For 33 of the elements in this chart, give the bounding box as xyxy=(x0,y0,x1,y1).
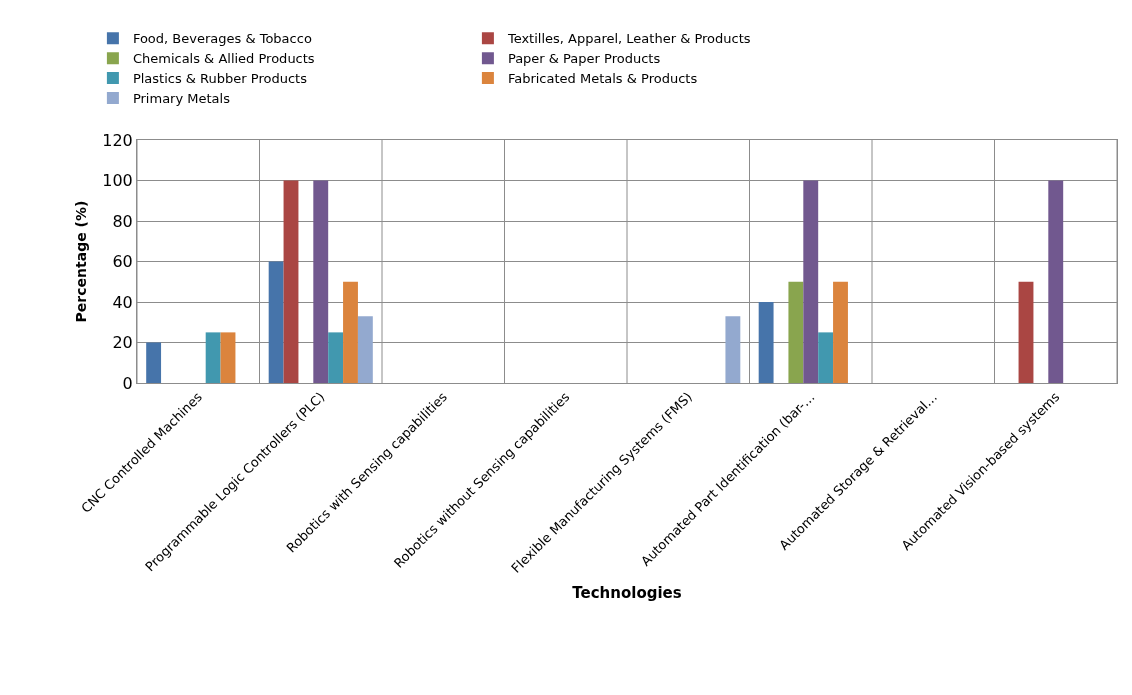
bar xyxy=(1048,180,1064,383)
y-tick-label: 120 xyxy=(102,130,133,150)
y-tick-label: 20 xyxy=(112,333,133,353)
y-tick-label: 80 xyxy=(112,211,133,231)
bar xyxy=(818,332,834,383)
legend-label: Plastics & Rubber Products xyxy=(132,71,308,87)
legend-label: Textilles, Apparel, Leather & Products xyxy=(506,31,751,47)
legend-label: Paper & Paper Products xyxy=(507,51,661,67)
bar xyxy=(313,180,329,383)
legend-label: Chemicals & Allied Products xyxy=(132,51,315,67)
y-axis-title: Percentage (%) xyxy=(72,200,89,323)
bar xyxy=(803,180,819,383)
legend-label: Food, Beverages & Tobacco xyxy=(132,31,312,47)
bar xyxy=(788,281,804,383)
bar xyxy=(220,332,236,383)
bar xyxy=(146,342,162,383)
bar xyxy=(725,316,741,383)
y-tick-label: 100 xyxy=(102,171,133,191)
legend-label: Primary Metals xyxy=(132,91,231,107)
bar xyxy=(268,261,284,383)
y-tick-label: 40 xyxy=(112,292,133,312)
bar xyxy=(357,316,373,383)
bar xyxy=(343,281,358,383)
y-tick-label: 60 xyxy=(112,252,133,272)
bar xyxy=(758,302,774,383)
bar xyxy=(1018,281,1034,383)
bar xyxy=(205,332,221,383)
y-tick-label: 0 xyxy=(122,373,133,393)
x-axis-title: Technologies xyxy=(572,583,682,602)
bar xyxy=(283,180,299,383)
bar xyxy=(328,332,344,383)
legend-label: Fabricated Metals & Products xyxy=(507,71,698,87)
bar xyxy=(833,281,848,383)
